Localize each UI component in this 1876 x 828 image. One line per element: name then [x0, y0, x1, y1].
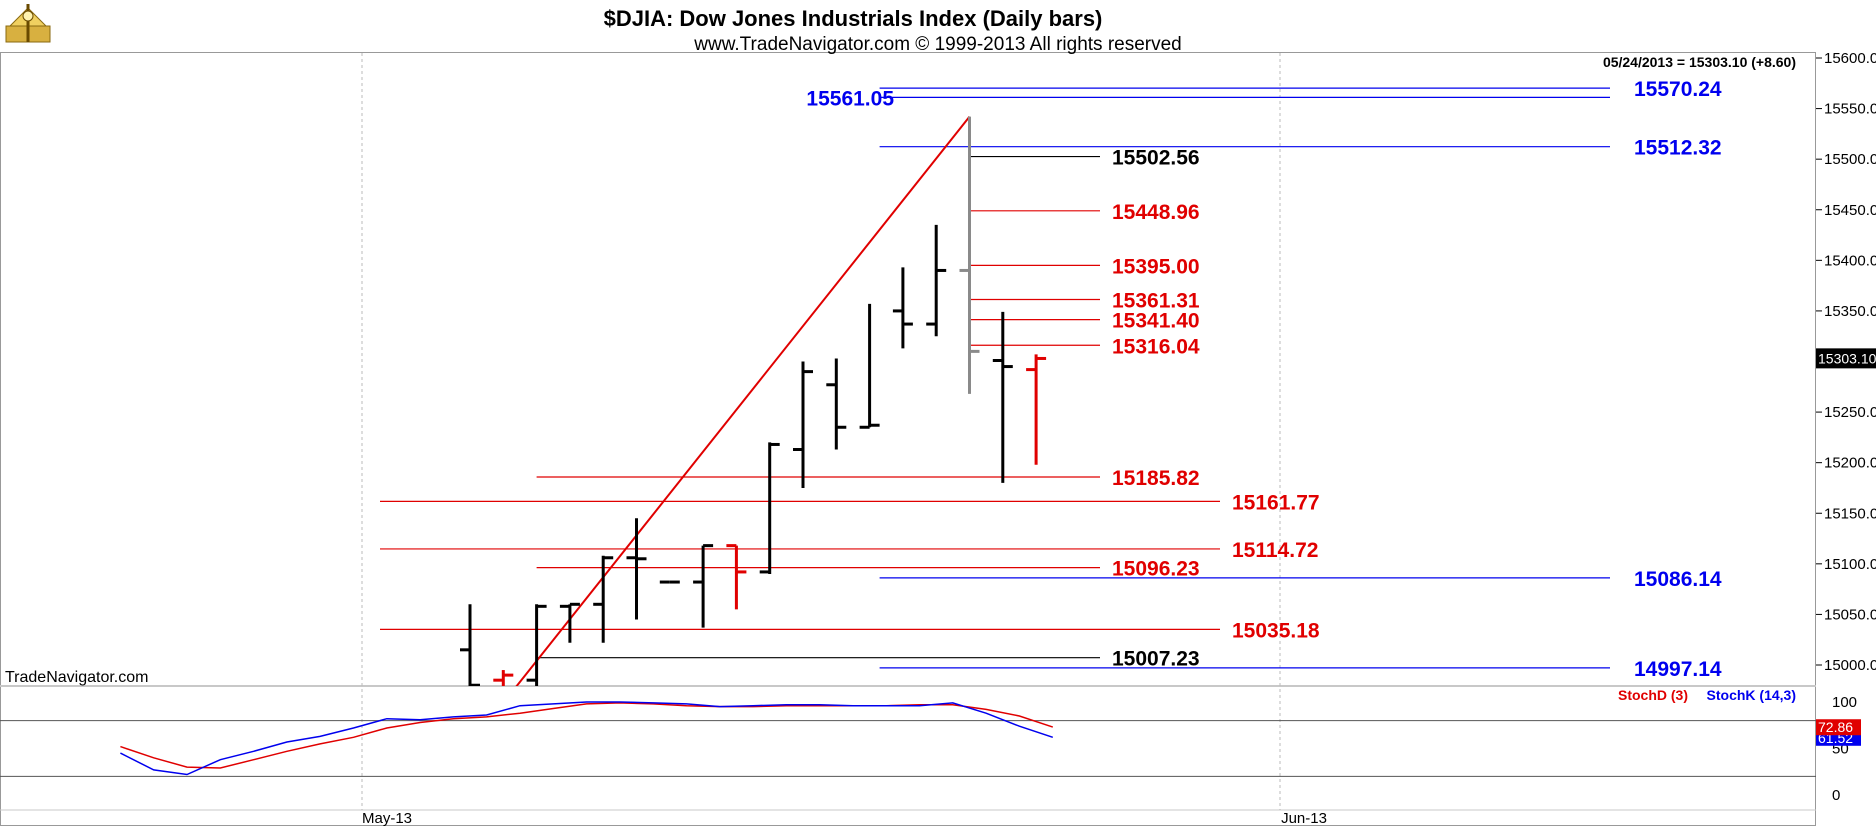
- x-tick-jun: Jun-13: [1281, 810, 1327, 827]
- chart-subtitle: www.TradeNavigator.com © 1999-2013 All r…: [693, 34, 1181, 55]
- y-tick-label: 15400.0: [1824, 252, 1876, 269]
- level-labels: 15570.24 15561.05 15512.32 15502.56 15448.96…: [806, 78, 1722, 681]
- level-label: 15395.00: [1112, 255, 1200, 278]
- stoch-d-value-box: [1816, 719, 1861, 736]
- ohlc-bars: [460, 116, 1047, 686]
- ohlc-bar: [460, 604, 480, 686]
- plot-frame: [0, 52, 1816, 826]
- ohlc-bar: [959, 116, 980, 394]
- ohlc-bar: [1026, 354, 1047, 465]
- level-label: 15114.72: [1232, 539, 1318, 562]
- last-price-marker: 15303.10: [1816, 348, 1876, 369]
- ohlc-bar: [992, 311, 1013, 483]
- ohlc-bar: [859, 303, 880, 429]
- level-label: 15502.56: [1112, 147, 1200, 170]
- level-lines: [380, 87, 1610, 669]
- y-tick-label: 15150.0: [1824, 505, 1876, 522]
- ohlc-bar: [626, 518, 647, 620]
- stoch-k-line: [120, 701, 1054, 776]
- chart-title: $DJIA: Dow Jones Industrials Index (Dail…: [604, 6, 1103, 31]
- ohlc-bar: [493, 670, 514, 686]
- ohlc-bar: [526, 604, 547, 686]
- time-axis: May-13 Jun-13: [362, 810, 1327, 827]
- stoch-d-legend: StochD (3): [1618, 687, 1688, 703]
- stoch-d-value: 72.86: [1818, 719, 1853, 735]
- level-label: 15035.18: [1232, 619, 1320, 642]
- level-label: 14997.14: [1634, 658, 1722, 681]
- y-tick-label: 15100.0: [1824, 556, 1876, 573]
- y-tick-label: 15550.0: [1824, 101, 1876, 118]
- stoch-tick-label: 100: [1832, 694, 1857, 711]
- stoch-d-line: [120, 702, 1054, 769]
- y-tick-label: 15600.0: [1824, 50, 1876, 67]
- level-label: 15361.31: [1112, 289, 1200, 312]
- ohlc-bar: [726, 544, 747, 610]
- watermark: TradeNavigator.com: [5, 669, 148, 686]
- ohlc-bar: [892, 267, 913, 349]
- level-label: 15448.96: [1112, 201, 1200, 224]
- level-label: 15341.40: [1112, 310, 1200, 333]
- ohlc-bar: [793, 361, 813, 488]
- ohlc-bar: [559, 602, 580, 643]
- level-label: 15007.23: [1112, 648, 1200, 671]
- level-label: 15185.82: [1112, 467, 1200, 490]
- y-tick-label: 15450.0: [1824, 202, 1876, 219]
- y-tick-label: 15350.0: [1824, 303, 1876, 320]
- stoch-tick-label: 0: [1832, 787, 1840, 804]
- ohlc-bar: [693, 544, 714, 628]
- ohlc-bar: [826, 358, 847, 450]
- level-label: 15161.77: [1232, 491, 1320, 514]
- price-axis: 15600.0 15550.0 15500.0 15450.0 15400.0 15350…: [1816, 50, 1876, 674]
- ohlc-bar: [759, 442, 780, 574]
- y-tick-label: 15050.0: [1824, 606, 1876, 623]
- level-label: 15512.32: [1634, 137, 1722, 160]
- ohlc-bar: [593, 555, 614, 643]
- trendline-group: [515, 116, 971, 686]
- stoch-k-legend: StochK (14,3): [1707, 687, 1796, 703]
- y-tick-label: 15500.0: [1824, 151, 1876, 168]
- trade-navigator-logo-icon: [5, 4, 51, 43]
- x-tick-may: May-13: [362, 810, 412, 827]
- level-label: 15096.23: [1112, 558, 1200, 581]
- last-price-label: 15303.10: [1818, 350, 1876, 366]
- y-tick-label: 15250.0: [1824, 404, 1876, 421]
- quote-readout: 05/24/2013 = 15303.10 (+8.60): [1603, 54, 1796, 70]
- level-label: 15561.05: [806, 87, 894, 110]
- level-label: 15570.24: [1634, 78, 1722, 101]
- y-tick-label: 15200.0: [1824, 455, 1876, 472]
- y-tick-label: 15000.0: [1824, 657, 1876, 674]
- ohlc-bar: [926, 224, 947, 337]
- level-label: 15316.04: [1112, 335, 1200, 358]
- trendline: [515, 116, 971, 686]
- level-label: 15086.14: [1634, 568, 1722, 591]
